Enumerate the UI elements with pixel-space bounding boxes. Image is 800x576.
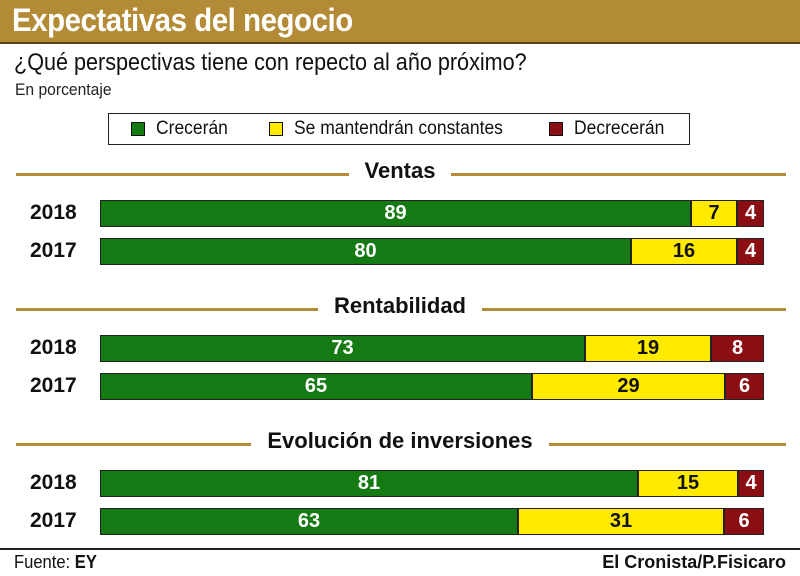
legend-swatch-decrease — [549, 122, 563, 136]
section-title: Rentabilidad — [333, 293, 466, 318]
section-rule-right — [548, 443, 786, 446]
segment-constant: 16 — [631, 238, 737, 265]
legend: Crecerán Se mantendrán constantes Decrec… — [108, 113, 690, 145]
data-label: 81 — [357, 472, 381, 494]
data-label: 6 — [738, 375, 751, 397]
data-label: 4 — [744, 202, 757, 224]
stacked-bar: 73 19 8 — [100, 335, 764, 362]
data-label: 4 — [744, 240, 757, 262]
segment-grow: 73 — [100, 335, 585, 362]
footer-divider — [0, 548, 800, 550]
data-label: 7 — [708, 202, 720, 224]
section-rule-left — [16, 308, 318, 311]
segment-constant: 15 — [638, 470, 738, 497]
segment-grow: 65 — [100, 373, 532, 400]
section-rule-right — [482, 308, 786, 311]
segment-decrease: 6 — [725, 373, 764, 400]
credit-note: El Cronista/P.Fisicaro — [602, 552, 786, 572]
segment-decrease: 6 — [724, 508, 764, 535]
year-label: 2018 — [30, 201, 77, 224]
segment-decrease: 8 — [711, 335, 764, 362]
segment-grow: 63 — [100, 508, 518, 535]
segment-constant: 31 — [518, 508, 724, 535]
stacked-bar: 81 15 4 — [100, 470, 764, 497]
stacked-bar: 63 31 6 — [100, 508, 764, 535]
data-label: 31 — [609, 510, 633, 532]
data-label: 16 — [672, 240, 696, 262]
year-label: 2017 — [30, 509, 77, 532]
legend-label-decrease: Decrecerán — [574, 118, 665, 139]
segment-constant: 29 — [532, 373, 725, 400]
segment-decrease: 4 — [738, 470, 764, 497]
data-label: 89 — [384, 202, 407, 224]
data-label: 65 — [304, 375, 328, 397]
source-note: Fuente: EY — [14, 552, 97, 573]
year-label: 2017 — [30, 239, 77, 262]
data-label: 15 — [676, 472, 700, 494]
legend-swatch-constant — [269, 122, 283, 136]
year-label: 2017 — [30, 374, 77, 397]
data-label: 6 — [738, 510, 750, 532]
data-label: 8 — [731, 337, 744, 359]
data-label: 80 — [354, 240, 377, 262]
segment-constant: 7 — [691, 200, 737, 227]
segment-decrease: 4 — [737, 238, 764, 265]
data-label: 4 — [745, 472, 757, 494]
source-label: Fuente: — [14, 552, 71, 572]
stacked-bar: 89 7 4 — [100, 200, 764, 227]
section-title: Evolución de inversiones — [267, 428, 533, 453]
data-label: 73 — [331, 337, 354, 359]
unit-label: En porcentaje — [15, 80, 112, 99]
chart-subtitle: ¿Qué perspectivas tiene con repecto al a… — [14, 49, 527, 76]
year-label: 2018 — [30, 336, 77, 359]
segment-grow: 81 — [100, 470, 638, 497]
segment-decrease: 4 — [737, 200, 764, 227]
section-rule-left — [16, 173, 349, 176]
section-title: Ventas — [364, 158, 436, 183]
segment-grow: 89 — [100, 200, 691, 227]
data-label: 19 — [636, 337, 660, 359]
data-label: 29 — [617, 375, 640, 397]
legend-label-constant: Se mantendrán constantes — [294, 118, 503, 139]
source-value: EY — [74, 552, 97, 572]
data-label: 63 — [297, 510, 321, 532]
section-rule-right — [451, 173, 786, 176]
segment-constant: 19 — [585, 335, 711, 362]
year-label: 2018 — [30, 471, 77, 494]
section-rule-left — [16, 443, 252, 446]
header-bar: Expectativas del negocio — [0, 0, 800, 44]
stacked-bar: 65 29 6 — [100, 373, 764, 400]
segment-grow: 80 — [100, 238, 631, 265]
chart-title: Expectativas del negocio — [12, 2, 353, 38]
legend-swatch-grow — [131, 122, 145, 136]
legend-label-grow: Crecerán — [156, 118, 228, 139]
stacked-bar: 80 16 4 — [100, 238, 764, 265]
